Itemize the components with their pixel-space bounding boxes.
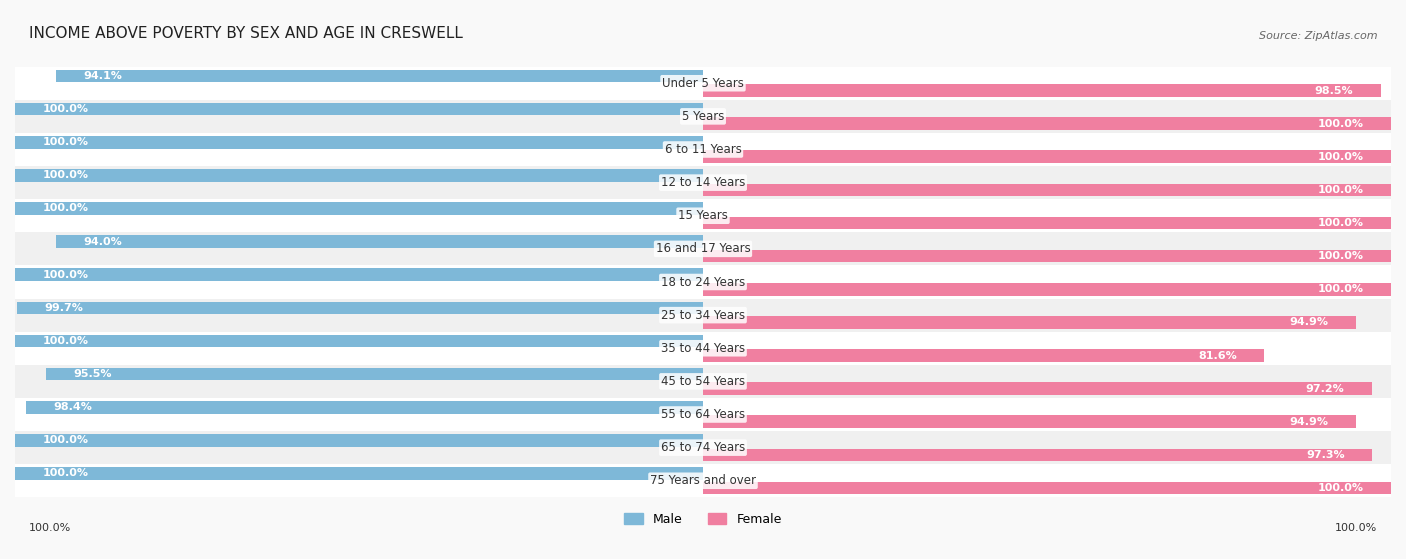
Text: 75 Years and over: 75 Years and over bbox=[650, 474, 756, 487]
Bar bbox=[56, 235, 703, 248]
Text: 100.0%: 100.0% bbox=[42, 336, 89, 346]
Text: 100.0%: 100.0% bbox=[1317, 285, 1364, 294]
Bar bbox=[15, 266, 1391, 299]
Bar bbox=[703, 117, 1391, 130]
Text: 94.9%: 94.9% bbox=[1289, 417, 1329, 427]
Text: 81.6%: 81.6% bbox=[1198, 350, 1237, 361]
Bar bbox=[15, 166, 1391, 199]
Text: 95.5%: 95.5% bbox=[73, 369, 112, 379]
Text: 100.0%: 100.0% bbox=[42, 468, 89, 479]
Bar bbox=[15, 133, 1391, 166]
Text: 12 to 14 Years: 12 to 14 Years bbox=[661, 176, 745, 189]
Bar bbox=[15, 331, 1391, 365]
Bar bbox=[15, 464, 1391, 498]
Bar bbox=[15, 365, 1391, 398]
Bar bbox=[15, 100, 1391, 133]
Text: 100.0%: 100.0% bbox=[1317, 218, 1364, 228]
Bar bbox=[703, 183, 1391, 196]
Text: 99.7%: 99.7% bbox=[45, 303, 83, 313]
Text: 98.4%: 98.4% bbox=[53, 402, 93, 412]
Text: 100.0%: 100.0% bbox=[28, 523, 72, 533]
Text: 5 Years: 5 Years bbox=[682, 110, 724, 123]
Text: 15 Years: 15 Years bbox=[678, 209, 728, 222]
Text: 100.0%: 100.0% bbox=[42, 170, 89, 181]
Text: Source: ZipAtlas.com: Source: ZipAtlas.com bbox=[1258, 31, 1378, 40]
Text: 97.3%: 97.3% bbox=[1306, 450, 1346, 460]
Text: 100.0%: 100.0% bbox=[1317, 483, 1364, 493]
Text: 25 to 34 Years: 25 to 34 Years bbox=[661, 309, 745, 321]
Text: 100.0%: 100.0% bbox=[42, 203, 89, 214]
Bar bbox=[17, 301, 703, 314]
Bar bbox=[15, 431, 1391, 464]
Text: 100.0%: 100.0% bbox=[1334, 523, 1378, 533]
Text: 100.0%: 100.0% bbox=[42, 269, 89, 280]
Bar bbox=[15, 199, 1391, 233]
Bar bbox=[703, 415, 1355, 428]
Bar bbox=[15, 169, 703, 182]
Bar bbox=[56, 70, 703, 82]
Bar bbox=[703, 382, 1372, 395]
Bar bbox=[15, 103, 703, 115]
Text: 100.0%: 100.0% bbox=[42, 104, 89, 114]
Text: 35 to 44 Years: 35 to 44 Years bbox=[661, 342, 745, 355]
Bar bbox=[15, 67, 1391, 100]
Bar bbox=[15, 335, 703, 347]
Bar bbox=[15, 136, 703, 149]
Text: 6 to 11 Years: 6 to 11 Years bbox=[665, 143, 741, 156]
Text: 55 to 64 Years: 55 to 64 Years bbox=[661, 408, 745, 421]
Text: 45 to 54 Years: 45 to 54 Years bbox=[661, 375, 745, 388]
Text: 94.9%: 94.9% bbox=[1289, 318, 1329, 328]
Text: 100.0%: 100.0% bbox=[1317, 119, 1364, 129]
Bar bbox=[703, 250, 1391, 263]
Bar bbox=[15, 202, 703, 215]
Text: Under 5 Years: Under 5 Years bbox=[662, 77, 744, 90]
Text: 100.0%: 100.0% bbox=[42, 435, 89, 446]
Bar bbox=[15, 398, 1391, 431]
Bar bbox=[703, 217, 1391, 229]
Text: 94.1%: 94.1% bbox=[83, 71, 122, 81]
Text: 100.0%: 100.0% bbox=[1317, 185, 1364, 195]
Bar bbox=[15, 299, 1391, 331]
Text: 100.0%: 100.0% bbox=[42, 137, 89, 147]
Text: 16 and 17 Years: 16 and 17 Years bbox=[655, 243, 751, 255]
Bar bbox=[703, 283, 1391, 296]
Text: INCOME ABOVE POVERTY BY SEX AND AGE IN CRESWELL: INCOME ABOVE POVERTY BY SEX AND AGE IN C… bbox=[28, 26, 463, 40]
Bar bbox=[25, 401, 703, 414]
Text: 65 to 74 Years: 65 to 74 Years bbox=[661, 441, 745, 454]
Legend: Male, Female: Male, Female bbox=[619, 508, 787, 530]
Text: 98.5%: 98.5% bbox=[1315, 86, 1353, 96]
Bar bbox=[15, 268, 703, 281]
Bar bbox=[703, 84, 1381, 97]
Bar bbox=[703, 349, 1264, 362]
Bar bbox=[703, 482, 1391, 494]
Text: 97.2%: 97.2% bbox=[1305, 383, 1344, 394]
Text: 100.0%: 100.0% bbox=[1317, 152, 1364, 162]
Text: 18 to 24 Years: 18 to 24 Years bbox=[661, 276, 745, 288]
Bar bbox=[46, 368, 703, 380]
Bar bbox=[703, 150, 1391, 163]
Text: 94.0%: 94.0% bbox=[84, 236, 122, 247]
Text: 100.0%: 100.0% bbox=[1317, 251, 1364, 261]
Bar bbox=[15, 233, 1391, 266]
Bar bbox=[15, 467, 703, 480]
Bar bbox=[15, 434, 703, 447]
Bar bbox=[703, 449, 1372, 461]
Bar bbox=[703, 316, 1355, 329]
